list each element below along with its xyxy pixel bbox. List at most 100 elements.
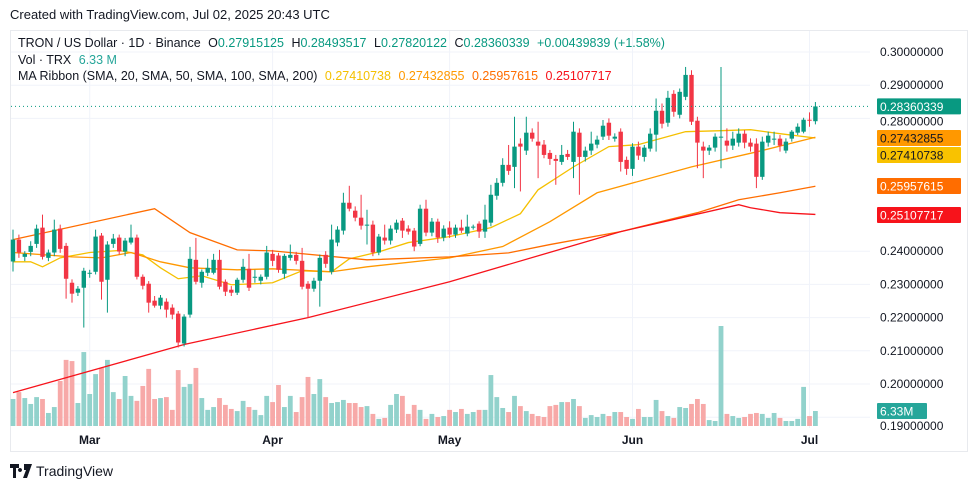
candle-body xyxy=(459,227,464,231)
volume-bar xyxy=(370,413,376,426)
candle xyxy=(246,253,252,292)
candle-body xyxy=(193,259,199,282)
candle-body xyxy=(500,164,505,183)
candle xyxy=(128,224,134,245)
candle xyxy=(789,130,794,142)
candle-body xyxy=(453,227,458,235)
volume-bar xyxy=(488,375,494,426)
volume-bar xyxy=(323,397,329,426)
candle xyxy=(205,258,210,277)
volume-bar xyxy=(152,398,157,426)
last-price-tag: 0.28360339 xyxy=(877,98,961,115)
volume-bar xyxy=(789,421,795,426)
candle-body xyxy=(423,208,429,233)
candle-body xyxy=(577,132,582,157)
sma50-tag-bg xyxy=(877,130,961,146)
open-label: O xyxy=(208,36,218,50)
candle xyxy=(530,128,535,142)
candle-body xyxy=(16,239,22,253)
candle xyxy=(571,121,576,179)
candle-body xyxy=(512,146,517,167)
ma-label[interactable]: MA Ribbon (SMA, 20, SMA, 50, SMA, 100, S… xyxy=(18,69,318,83)
volume-bar xyxy=(181,386,187,426)
candle-body xyxy=(789,131,794,139)
volume-bar xyxy=(482,409,488,426)
volume-bar xyxy=(164,397,169,426)
candle xyxy=(252,269,258,283)
candle-body xyxy=(412,230,417,247)
candle xyxy=(801,117,806,134)
candle-body xyxy=(707,147,712,151)
candle xyxy=(718,66,724,169)
candle xyxy=(707,144,712,155)
symbol-title[interactable]: TRON / US Dollar · 1D · Binance xyxy=(18,36,201,50)
candle xyxy=(482,204,488,238)
candle-body xyxy=(288,254,293,258)
candle xyxy=(282,253,287,279)
sma50-tag: 0.27432855 xyxy=(877,130,961,146)
volume-bar xyxy=(754,412,759,426)
volume-label[interactable]: Vol · TRX xyxy=(18,53,72,67)
candle xyxy=(518,138,523,192)
candle xyxy=(453,224,458,238)
volume-bar xyxy=(553,404,559,426)
candle xyxy=(229,286,234,297)
volume-bar xyxy=(346,403,352,426)
candle-body xyxy=(105,244,110,280)
candle xyxy=(423,199,429,237)
candle-body xyxy=(282,255,287,274)
change-value: +0.00439839 (+1.58%) xyxy=(537,36,665,50)
candle-body xyxy=(81,270,86,288)
candle-body xyxy=(435,221,440,238)
candle xyxy=(288,244,293,261)
candle xyxy=(347,185,352,212)
volume-bar xyxy=(577,406,582,426)
volume-bar xyxy=(807,416,812,426)
volume-bar xyxy=(582,417,588,426)
volume-bar xyxy=(541,416,547,426)
volume-bar xyxy=(311,394,317,426)
volume-bar xyxy=(730,416,736,426)
time-tick-label: Apr xyxy=(262,433,283,447)
candle-body xyxy=(541,144,547,155)
volume-bar xyxy=(571,398,576,426)
candle-body xyxy=(665,97,671,123)
volume-bar xyxy=(470,412,476,426)
volume-bar xyxy=(636,408,641,426)
candle-body xyxy=(494,182,499,196)
candle-body xyxy=(299,260,305,287)
candle-body xyxy=(695,120,700,143)
candle-body xyxy=(276,255,281,270)
time-tick-label: Jul xyxy=(801,433,818,447)
volume-bar xyxy=(759,413,765,426)
sma50-value: 0.27432855 xyxy=(398,69,465,83)
volume-bar xyxy=(122,376,128,426)
candle-body xyxy=(736,133,741,143)
sma50-tag-text: 0.27432855 xyxy=(880,132,944,146)
price-tick-label: 0.23000000 xyxy=(880,277,944,291)
volume-bar xyxy=(518,406,523,426)
candle-body xyxy=(181,316,187,344)
price-axis[interactable]: 0.30000000 0.29000000 0.28000000 0.24000000… xyxy=(880,45,944,433)
candle xyxy=(323,251,328,268)
volume-bar xyxy=(742,416,747,426)
candle-body xyxy=(52,229,57,253)
candle-body xyxy=(223,281,228,292)
volume-bar xyxy=(252,409,258,426)
tradingview-logo[interactable]: TradingView xyxy=(10,463,113,479)
volume-bar xyxy=(69,361,75,426)
volume-bar xyxy=(606,416,612,426)
volume-bar xyxy=(335,402,340,426)
volume-bar xyxy=(364,406,370,426)
candle xyxy=(16,234,22,258)
candle-body xyxy=(323,254,328,264)
time-axis[interactable]: Mar Apr May Jun Jul xyxy=(79,433,818,447)
candle xyxy=(152,296,157,308)
volume-bar xyxy=(22,398,28,426)
candle-body xyxy=(87,272,92,274)
candle xyxy=(547,149,553,165)
candle-body xyxy=(535,141,541,146)
candle xyxy=(376,233,381,256)
candle-body xyxy=(158,297,163,306)
